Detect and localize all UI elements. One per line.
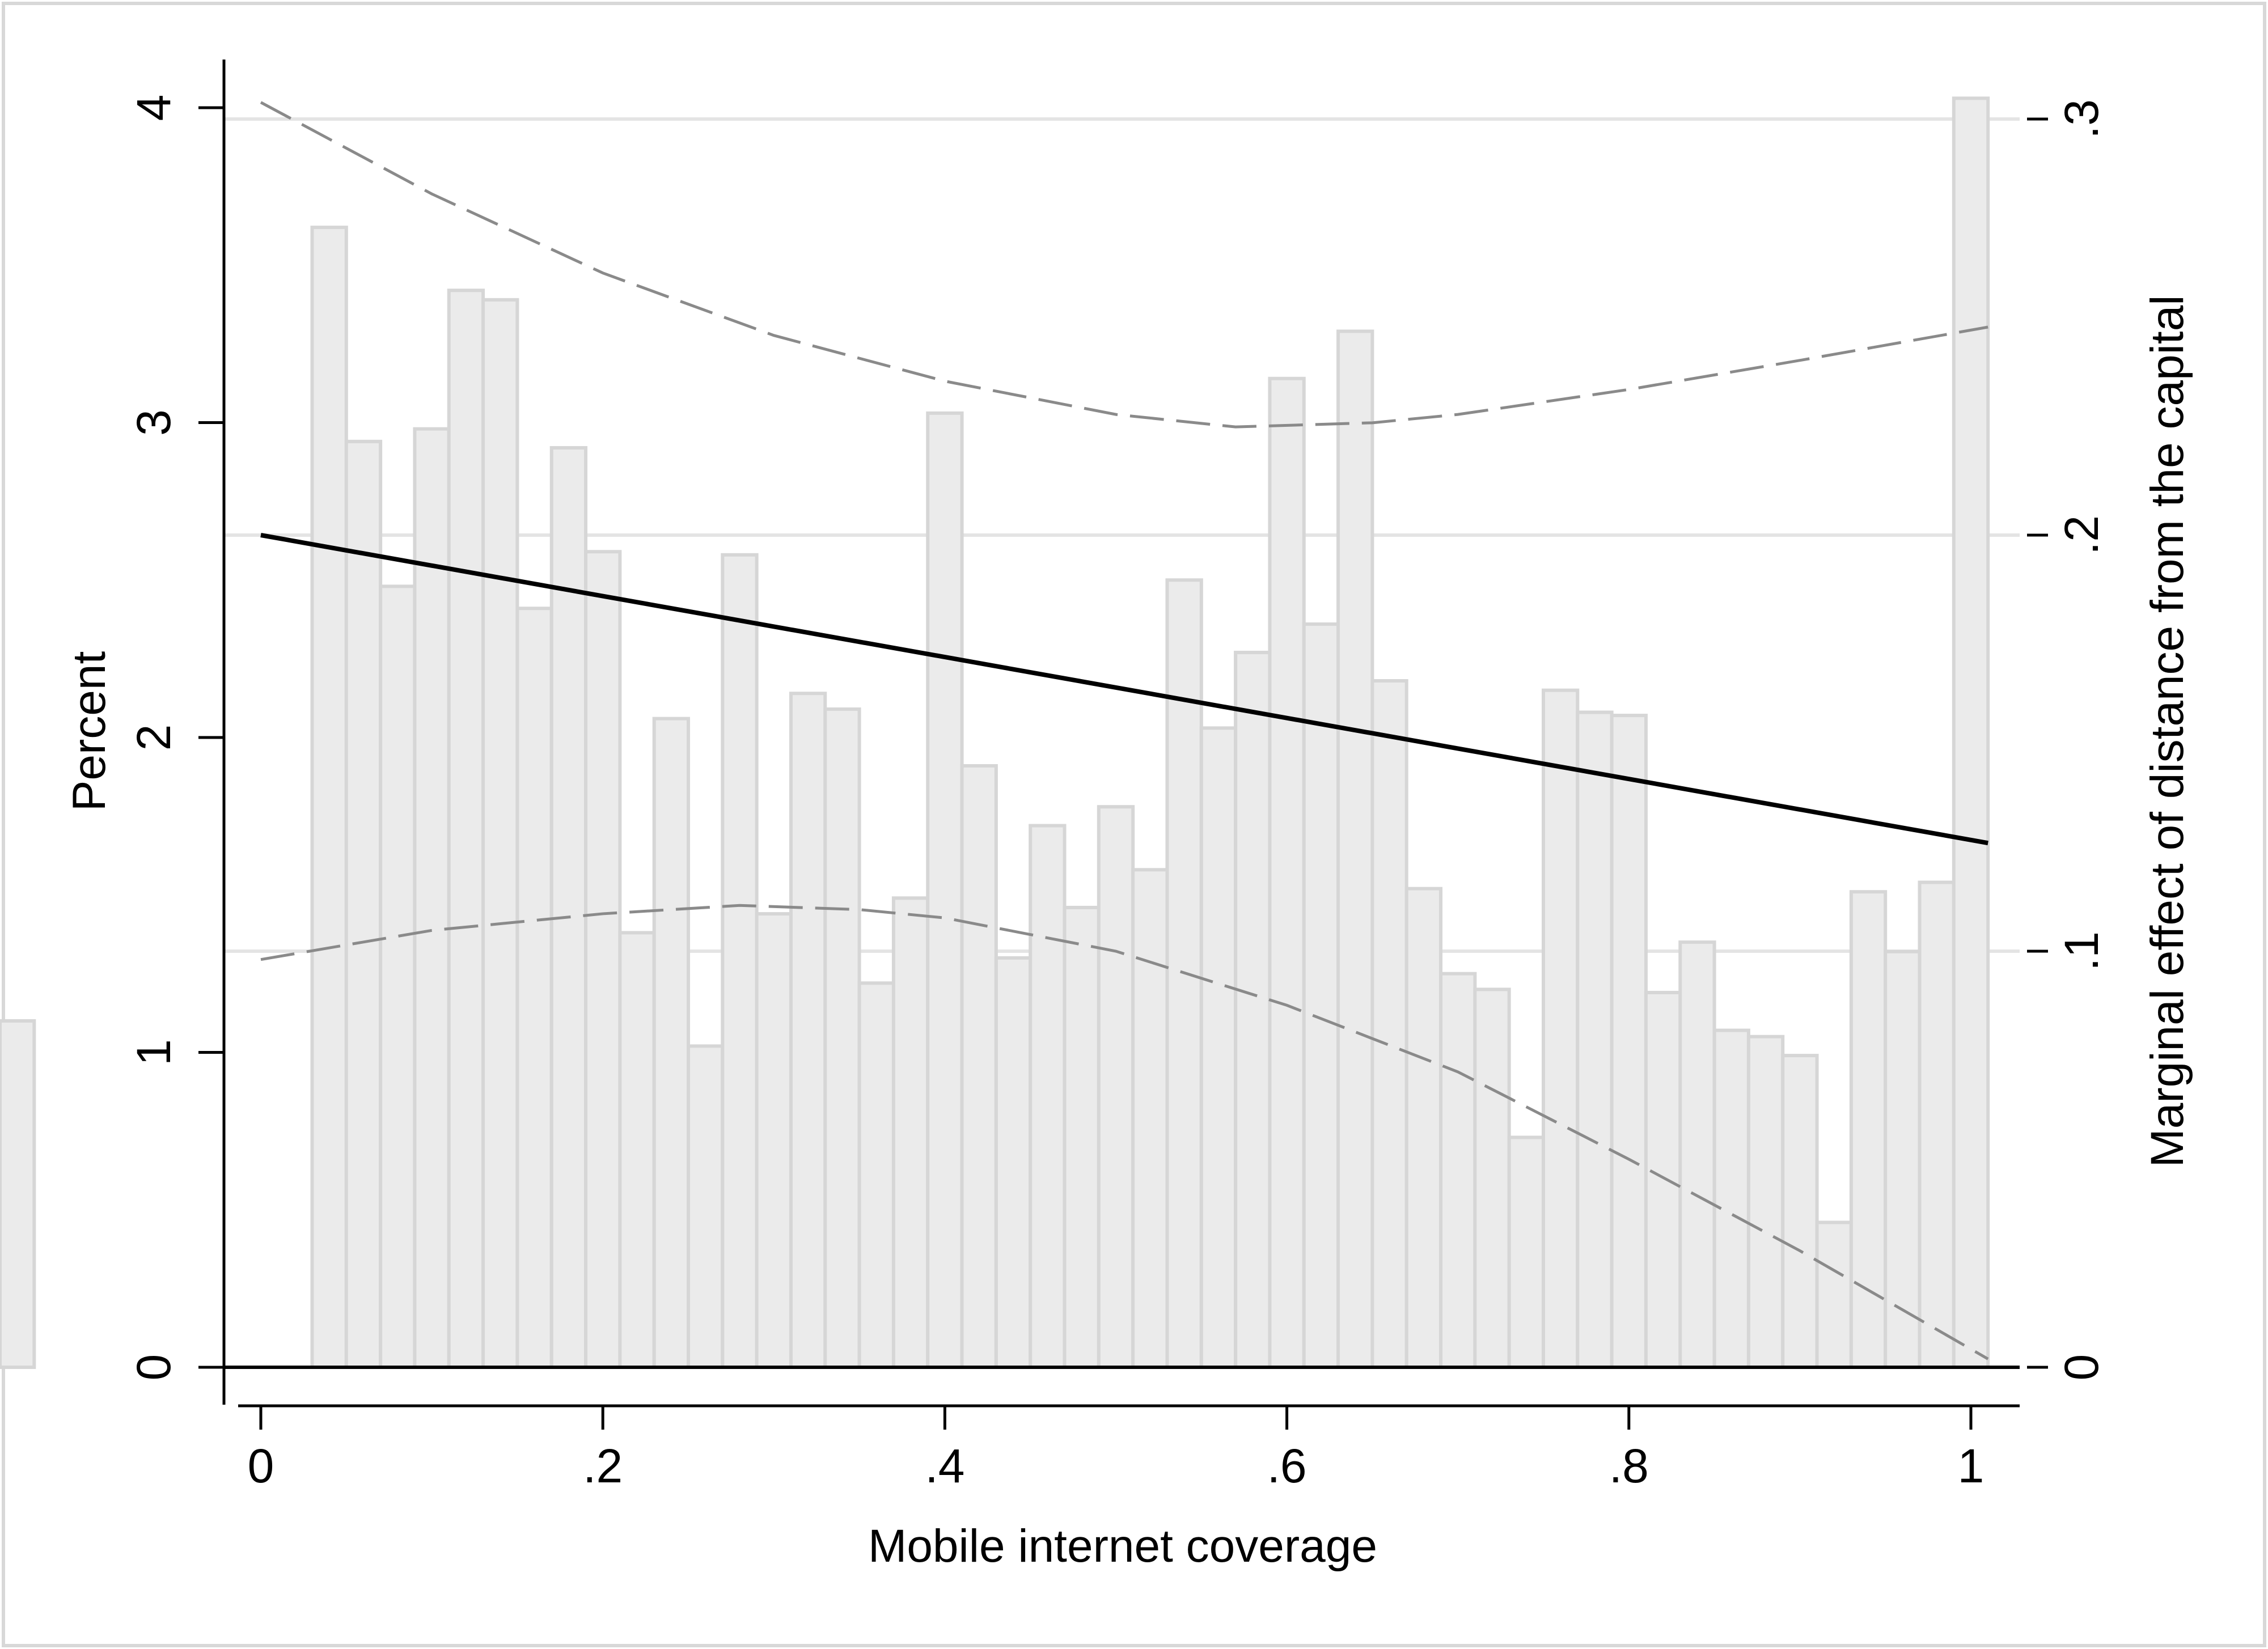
histogram-bar [857, 981, 895, 1370]
histogram-bar [584, 550, 622, 1369]
histogram-bars [0, 96, 1990, 1370]
histogram-bar [1542, 688, 1580, 1369]
ci-upper-line [260, 101, 1988, 429]
histogram-bar [1097, 805, 1135, 1369]
ci-lower-line [260, 904, 1989, 1360]
y-axis-title: Percent [64, 651, 115, 811]
histogram-bar [1404, 887, 1443, 1369]
x-tick-label: .4 [925, 1439, 964, 1493]
x-tick-label: .6 [1267, 1439, 1307, 1493]
y-tick-label: 0 [127, 1354, 180, 1381]
histogram-bar [789, 692, 827, 1369]
effect-lines [260, 101, 1989, 1360]
histogram-bar [1746, 1035, 1785, 1369]
histogram-bar [1336, 329, 1374, 1369]
histogram-bar [994, 956, 1033, 1369]
histogram-bar [1610, 714, 1648, 1369]
histogram-bar [1063, 905, 1101, 1369]
histogram-bar [755, 912, 793, 1369]
axes [198, 60, 2048, 1430]
histogram-bar [515, 607, 553, 1369]
histogram-bar [1439, 972, 1477, 1369]
histogram-bar [960, 764, 998, 1369]
histogram-bar [1473, 987, 1511, 1369]
histogram-bar [1712, 1028, 1750, 1369]
histogram-bar [1952, 96, 1990, 1370]
tick-labels: 0 1 2 3 4 0 .1 .2 .3 0 .2 .4 .6 .8 1 [127, 95, 2108, 1493]
histogram-bar [0, 1019, 36, 1369]
histogram-bar [1815, 1220, 1853, 1369]
x-tick-label: .2 [583, 1439, 623, 1493]
histogram-bar [1302, 622, 1340, 1369]
histogram-bar [1029, 824, 1067, 1370]
histogram-bar [1644, 990, 1682, 1369]
marginal-effect-line [260, 533, 1988, 846]
histogram-bar [447, 289, 485, 1370]
histogram-bar [1199, 726, 1238, 1369]
histogram-bar [1576, 710, 1614, 1369]
y2-tick-label: .1 [2055, 931, 2108, 971]
histogram-bar [1234, 651, 1272, 1369]
y2-tick-label: .3 [2055, 99, 2108, 139]
histogram-bar [926, 411, 964, 1370]
histogram-bar [687, 1044, 725, 1369]
y-tick-label: 1 [127, 1039, 180, 1066]
histogram-bar [1918, 880, 1956, 1369]
histogram-bar [891, 896, 930, 1370]
histogram-bar [721, 553, 759, 1369]
y2-tick-label: .2 [2055, 515, 2108, 555]
histogram-bar [1268, 376, 1306, 1369]
histogram-bar [823, 707, 861, 1369]
y2-axis-title: Marginal effect of distance from the cap… [2142, 295, 2193, 1167]
histogram-bar [344, 439, 383, 1370]
histogram-bar [310, 226, 348, 1370]
y-tick-label: 2 [127, 724, 180, 751]
histogram-bar [652, 717, 691, 1369]
histogram-bar [481, 298, 519, 1369]
histogram-bar [1507, 1135, 1545, 1369]
histogram-bar [1781, 1054, 1819, 1370]
x-tick-label: 0 [248, 1439, 274, 1493]
y-tick-label: 4 [127, 95, 180, 121]
x-tick-label: 1 [1958, 1439, 1984, 1493]
histogram-bar [618, 931, 656, 1370]
y-tick-label: 3 [127, 409, 180, 436]
y2-tick-label: 0 [2055, 1354, 2108, 1381]
histogram-bar [1131, 868, 1169, 1370]
histogram-bar [379, 584, 417, 1369]
x-axis-title: Mobile internet coverage [868, 1520, 1377, 1572]
histogram-bar [1678, 940, 1716, 1369]
x-tick-label: .8 [1609, 1439, 1649, 1493]
histogram-bar [1884, 949, 1922, 1369]
histogram-bar [1370, 679, 1408, 1369]
